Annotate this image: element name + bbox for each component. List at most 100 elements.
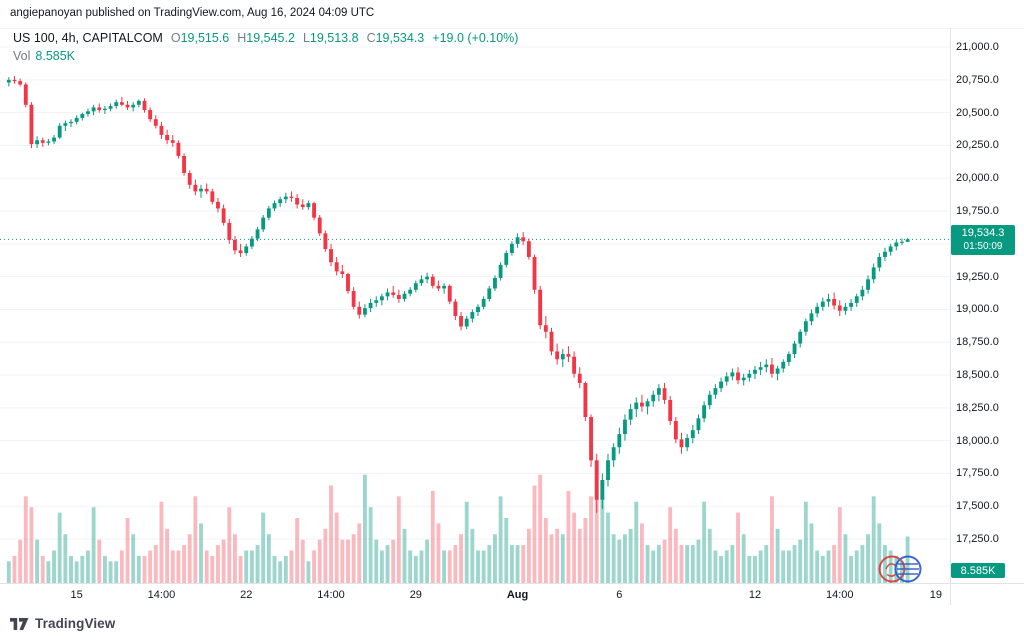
volume-bar: [487, 545, 492, 583]
candle-body: [781, 361, 786, 369]
candle-body: [481, 298, 486, 307]
high-label: H: [237, 31, 247, 45]
candle-body: [515, 237, 520, 244]
candle-body: [6, 79, 11, 83]
candle-body: [803, 321, 808, 332]
volume-bar: [35, 539, 40, 583]
candle-body: [815, 306, 820, 314]
candle-body: [103, 108, 107, 111]
volume-bar: [323, 528, 328, 583]
volume-bar: [165, 528, 170, 583]
open-value: 19,515.6: [180, 31, 230, 45]
volume-bar: [526, 528, 531, 583]
candle-body: [843, 306, 848, 311]
chart-legend: US 100, 4h, CAPITALCOM O19,515.6 H19,545.2…: [13, 31, 518, 63]
candle-body: [261, 217, 266, 230]
tradingview-logo-icon[interactable]: [10, 617, 29, 631]
volume-bar: [815, 550, 820, 583]
candle-body: [74, 117, 79, 122]
candle-body: [233, 239, 237, 251]
volume-bar: [555, 528, 560, 583]
volume-bar: [504, 518, 509, 583]
volume-bar: [493, 534, 497, 583]
volume-bar: [871, 496, 876, 583]
candle-body: [809, 313, 814, 322]
volume-bar: [419, 550, 424, 583]
attribution-bar: angiepanoyan published on TradingView.co…: [10, 7, 374, 19]
candle-body: [266, 208, 271, 218]
candle-body: [470, 312, 475, 319]
tradingview-brand[interactable]: TradingView: [35, 616, 116, 631]
volume-bar: [623, 534, 627, 583]
watermark-logo-icon: [874, 549, 926, 594]
volume-bar: [374, 539, 379, 583]
symbol-title[interactable]: US 100, 4h, CAPITALCOM: [13, 31, 163, 45]
volume-bar: [379, 550, 384, 583]
candle-body: [577, 373, 582, 383]
candle-body: [300, 204, 305, 208]
candle-body: [238, 250, 243, 254]
volume-bar: [125, 518, 130, 583]
volume-bar: [577, 528, 582, 583]
candle-body: [498, 264, 503, 278]
volume-bar: [662, 539, 667, 583]
volume-bar: [538, 474, 543, 583]
candle-body: [23, 84, 28, 105]
candle-body: [770, 364, 774, 374]
candle-body: [210, 191, 215, 202]
volume-bar: [702, 501, 707, 583]
y-axis-label: 18,250.0: [956, 401, 999, 414]
candle-body: [662, 388, 667, 400]
candle-body: [142, 100, 147, 111]
candle-body: [758, 367, 763, 370]
candle-body: [391, 292, 396, 296]
volume-bar: [888, 550, 893, 583]
volume-bar: [770, 496, 774, 583]
candle-body: [775, 368, 780, 374]
low-label: L: [302, 31, 310, 45]
candle-body: [170, 140, 175, 143]
candle-body: [504, 253, 509, 265]
volume-bar: [244, 550, 249, 583]
candle-body: [866, 279, 870, 290]
candle-body: [125, 104, 130, 108]
candle-body: [696, 418, 701, 431]
candle-body: [606, 460, 610, 481]
candle-body: [894, 242, 899, 247]
candle-body: [634, 402, 639, 410]
volume-bar: [6, 561, 11, 583]
volume-bar: [317, 539, 322, 583]
volume-bar: [142, 555, 147, 583]
x-axis-label: 12: [748, 589, 762, 601]
candle-body: [753, 369, 757, 374]
volume-bar: [74, 561, 79, 583]
candle-body: [80, 113, 85, 118]
candle-body: [826, 298, 831, 302]
y-axis-label: 17,500.0: [956, 500, 999, 513]
candle-body: [131, 104, 136, 108]
volume-bar: [549, 534, 554, 583]
volume-bar: [300, 539, 305, 583]
candle-body: [832, 298, 837, 306]
candle-body: [52, 137, 56, 142]
volume-bar: [261, 512, 266, 583]
volume-bar: [391, 539, 396, 583]
candle-body: [35, 140, 40, 145]
volume-bar: [764, 545, 769, 583]
volume-bar: [436, 523, 441, 583]
volume-bar: [63, 534, 68, 583]
candle-body: [447, 285, 452, 302]
candle-body: [29, 104, 34, 145]
candle-body: [165, 134, 170, 141]
candle-body: [249, 238, 254, 247]
volume-bar: [159, 501, 164, 583]
candle-body: [187, 173, 192, 185]
x-axis-label: 14:00: [826, 589, 854, 601]
candle-body: [871, 267, 876, 280]
volume-bar: [792, 545, 797, 583]
volume-bar: [46, 561, 51, 583]
volume-bar: [52, 550, 56, 583]
volume-bar: [57, 512, 62, 583]
